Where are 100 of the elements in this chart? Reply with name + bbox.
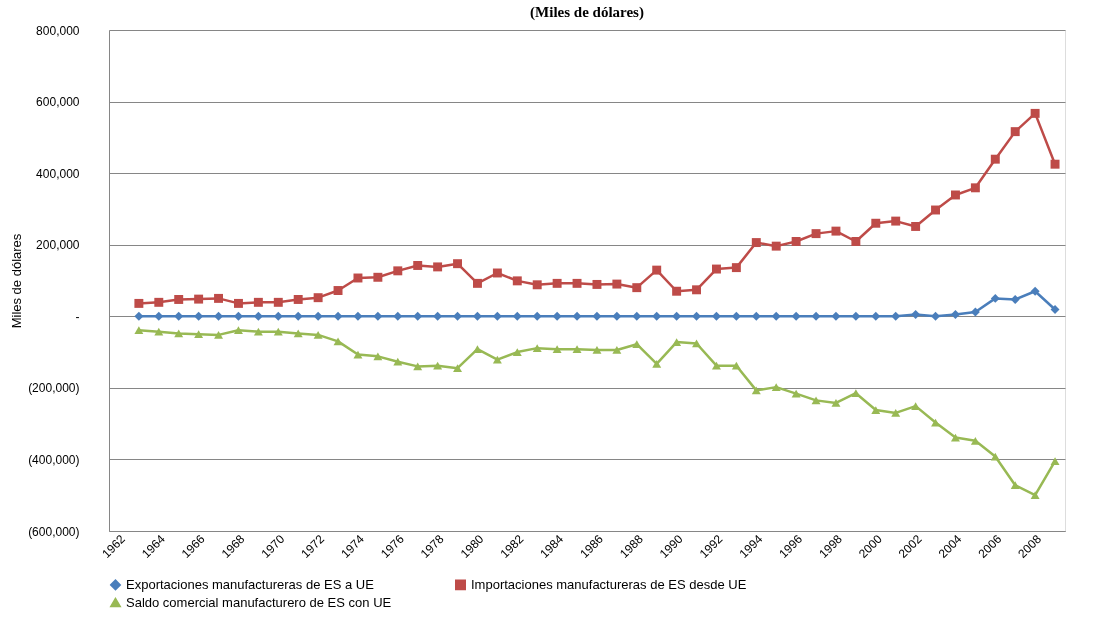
point [492, 268, 502, 278]
point [572, 345, 582, 354]
point [652, 311, 662, 321]
point [194, 294, 204, 304]
y-tick-label: 200,000 [36, 238, 80, 253]
point [512, 311, 522, 321]
point [293, 294, 303, 304]
point [1050, 457, 1060, 466]
point [811, 311, 821, 321]
point [831, 399, 841, 407]
point [811, 396, 821, 405]
point [931, 205, 941, 215]
point [492, 311, 502, 321]
point [273, 311, 283, 321]
point [851, 311, 861, 321]
point [891, 311, 901, 321]
point [233, 326, 243, 335]
y-tick-label: 400,000 [36, 166, 80, 181]
point [393, 357, 403, 366]
point [871, 406, 881, 414]
point [731, 263, 741, 273]
point [652, 360, 662, 368]
point [632, 311, 642, 321]
point [333, 311, 343, 321]
point [253, 327, 263, 336]
point [911, 221, 921, 231]
point [253, 311, 263, 321]
point [632, 283, 642, 293]
point [512, 276, 522, 286]
point [413, 362, 423, 371]
point [552, 311, 562, 321]
point [891, 216, 901, 226]
point [592, 279, 602, 289]
point [1030, 286, 1040, 296]
y-tick-label: (400,000) [28, 452, 80, 467]
point [233, 298, 243, 308]
point [393, 311, 403, 321]
y-axis-title: Miles de dólares [9, 233, 25, 329]
point [273, 297, 283, 307]
point [1050, 305, 1060, 314]
point [433, 311, 443, 321]
point [990, 293, 1000, 303]
y-tick-label: 800,000 [36, 23, 80, 38]
point [1010, 127, 1020, 137]
point [612, 311, 622, 321]
point [572, 311, 582, 321]
point [950, 310, 960, 319]
point [831, 226, 841, 236]
point [413, 261, 423, 270]
point [811, 229, 821, 239]
point [552, 278, 562, 288]
point [572, 278, 582, 288]
point [194, 330, 204, 339]
point [612, 346, 622, 354]
point [931, 311, 941, 321]
point [871, 218, 881, 228]
legend-label: Saldo comercial manufacturero de ES con UE [126, 594, 392, 610]
point [353, 273, 363, 283]
point [791, 311, 801, 321]
point [1030, 108, 1040, 118]
point [970, 183, 980, 193]
point [791, 237, 801, 246]
point [253, 297, 263, 307]
point [950, 190, 960, 200]
point [652, 265, 662, 275]
point [134, 326, 144, 335]
point [771, 383, 781, 392]
point [612, 279, 622, 289]
point [373, 311, 383, 321]
point [1010, 481, 1020, 490]
point [333, 337, 343, 346]
point [453, 364, 463, 373]
point [731, 361, 741, 370]
point [532, 311, 542, 321]
point [154, 297, 164, 307]
point [214, 331, 224, 339]
point [373, 352, 383, 361]
point [174, 311, 184, 321]
point [154, 327, 164, 336]
point [313, 311, 323, 321]
point [472, 278, 482, 288]
point [970, 436, 980, 445]
point [871, 311, 881, 321]
point [313, 293, 323, 303]
point [891, 409, 901, 417]
point [672, 338, 682, 346]
point [472, 345, 482, 354]
point [970, 307, 980, 317]
chart-title: (Miles de dólares) [530, 4, 644, 21]
point [174, 294, 184, 304]
legend-label: Exportaciones manufactureras de ES a UE [126, 576, 375, 592]
point [433, 361, 443, 370]
point [433, 262, 443, 272]
point [393, 266, 403, 276]
point [771, 311, 781, 321]
point [692, 285, 702, 295]
point [831, 311, 841, 321]
point [293, 311, 303, 321]
point [592, 346, 602, 354]
legend-label: Importaciones manufactureras de ES desde UE [471, 576, 747, 592]
